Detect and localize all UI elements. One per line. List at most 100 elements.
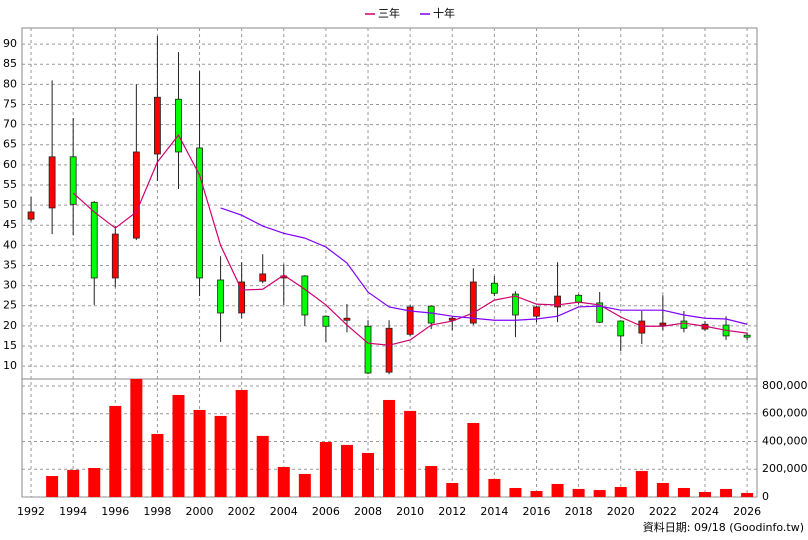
volume-bar	[488, 478, 501, 497]
volume-bar	[698, 492, 711, 497]
candle-body	[111, 233, 119, 279]
y-tick-label: 10	[3, 359, 17, 372]
volume-bar	[425, 466, 438, 497]
volume-bar	[383, 399, 396, 497]
x-tick-label: 1994	[59, 505, 87, 518]
volume-bar	[467, 423, 480, 497]
y-tick-label: 25	[3, 299, 17, 312]
x-tick-label: 2016	[523, 505, 551, 518]
volume-bar	[319, 442, 332, 497]
candle-body	[259, 273, 267, 282]
volume-bar	[235, 389, 248, 497]
legend-label: 十年	[433, 6, 455, 20]
candle-body	[533, 306, 540, 317]
candle-body	[617, 320, 625, 337]
candle-body	[469, 281, 477, 324]
candle-body	[322, 315, 330, 327]
y-tick-label: 800,000	[762, 379, 808, 392]
volume-bar	[88, 467, 101, 497]
volume-bar	[109, 405, 122, 497]
y-tick-label: 40	[3, 238, 17, 251]
volume-bar	[214, 415, 227, 497]
candle-body	[448, 317, 456, 321]
legend-label: 三年	[378, 6, 400, 20]
candle-body	[385, 327, 393, 373]
candle-body	[48, 156, 56, 209]
volume-bar	[551, 483, 564, 497]
x-tick-label: 2000	[186, 505, 214, 518]
x-tick-label: 1992	[17, 505, 45, 518]
volume-bar	[741, 492, 754, 497]
volume-bar	[656, 482, 669, 497]
candle-body	[575, 294, 583, 303]
candle-body	[743, 334, 751, 338]
x-tick-label: 2014	[480, 505, 508, 518]
candle-body	[27, 211, 35, 220]
y-tick-label: 85	[3, 57, 17, 70]
y-tick-label: 50	[3, 198, 17, 211]
candle-body	[301, 275, 309, 316]
candle-body	[90, 201, 98, 279]
volume-bar	[404, 410, 417, 497]
volume-bar	[46, 476, 59, 497]
y-tick-label: 60	[3, 158, 17, 171]
candle-body	[680, 320, 688, 329]
volume-bar	[677, 487, 690, 497]
candle-body	[154, 96, 161, 155]
volume-bar	[172, 394, 185, 497]
x-tick-label: 2018	[565, 505, 593, 518]
y-tick-label: 90	[3, 37, 17, 50]
x-tick-label: 2006	[312, 505, 340, 518]
volume-bar	[572, 488, 585, 497]
x-tick-label: 2024	[691, 505, 719, 518]
y-tick-label: 45	[3, 218, 17, 231]
y-tick-label: 65	[3, 138, 17, 151]
y-tick-label: 75	[3, 97, 17, 110]
candle-body	[217, 279, 224, 314]
candle-body	[638, 320, 646, 334]
x-tick-label: 2012	[438, 505, 466, 518]
y-tick-label: 55	[3, 178, 17, 191]
volume-bar	[130, 379, 143, 497]
x-tick-label: 2004	[270, 505, 298, 518]
candle-body	[343, 317, 351, 321]
y-tick-label: 15	[3, 339, 17, 352]
y-tick-label: 600,000	[762, 407, 808, 420]
candle-body	[554, 295, 561, 308]
x-tick-label: 2026	[733, 505, 761, 518]
volume-bar	[720, 488, 733, 497]
volume-bar	[614, 487, 627, 497]
series-line	[220, 207, 748, 325]
volume-bar	[362, 452, 375, 497]
volume-bar	[256, 435, 269, 497]
x-tick-label: 2008	[354, 505, 382, 518]
candle-body	[427, 305, 435, 324]
series-line	[72, 133, 748, 346]
x-tick-label: 2002	[228, 505, 256, 518]
volume-bar	[193, 409, 206, 497]
volume-bar	[530, 491, 543, 497]
candle-body	[659, 322, 667, 326]
x-tick-label: 2022	[649, 505, 677, 518]
y-tick-label: 20	[3, 319, 17, 332]
volume-bar	[593, 490, 606, 497]
candle-body	[69, 156, 77, 205]
candle-body	[175, 98, 182, 153]
candle-body	[364, 325, 372, 374]
candle-body	[596, 302, 604, 323]
volume-bar	[298, 473, 311, 497]
candle-body	[238, 281, 246, 314]
volume-bar	[509, 487, 522, 497]
volume-bar	[151, 433, 164, 497]
volume-bar	[340, 444, 353, 497]
volume-bar	[635, 471, 648, 497]
footer: 資料日期: 09/18 (Goodinfo.tw)	[643, 520, 804, 534]
x-tick-label: 2020	[607, 505, 635, 518]
y-tick-label: 80	[3, 77, 17, 90]
candle-body	[512, 293, 519, 316]
candle-body	[406, 306, 414, 335]
x-tick-label: 1996	[101, 505, 129, 518]
volume-bar	[446, 482, 459, 497]
x-tick-label: 2010	[396, 505, 424, 518]
